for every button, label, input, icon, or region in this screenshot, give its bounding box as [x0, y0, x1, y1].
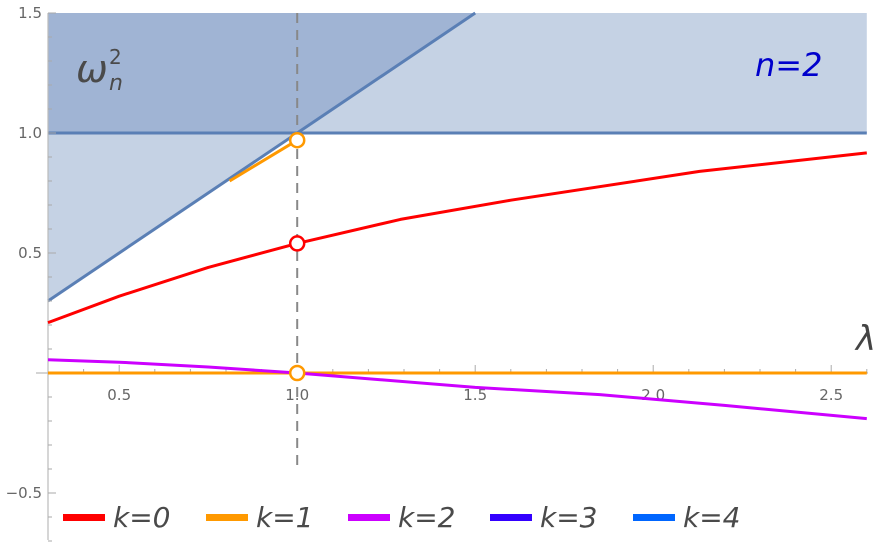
legend-label: k=1 — [256, 501, 314, 534]
legend-item: k=0 — [63, 501, 171, 534]
y-tick-label: 1.5 — [18, 4, 42, 22]
legend-item: k=1 — [206, 501, 314, 534]
data-series — [47, 138, 867, 421]
x-tick-label: 1.5 — [463, 386, 487, 404]
y-tick-label: 0.5 — [18, 244, 42, 262]
x-tick-label: 0.5 — [107, 386, 131, 404]
legend-label: k=4 — [683, 501, 741, 534]
shaded-region-dark — [48, 13, 476, 133]
legend-label: k=0 — [113, 501, 171, 534]
legend-swatch — [63, 514, 105, 521]
series-line-k-0 — [47, 151, 867, 325]
y-tick-label: 1.0 — [18, 124, 42, 142]
x-tick-label: 1.0 — [285, 386, 309, 404]
omega-subscript: n — [109, 71, 123, 96]
x-axis-label: λ — [854, 319, 876, 359]
legend-item: k=3 — [490, 501, 598, 534]
omega-superscript: 2 — [109, 45, 122, 69]
legend-swatch — [348, 514, 390, 521]
data-markers — [288, 131, 306, 382]
omega-symbol: ω — [76, 47, 108, 91]
open-circle-marker — [288, 235, 306, 252]
legend-swatch — [490, 514, 532, 521]
y-tick-label: −0.5 — [6, 484, 42, 502]
legend-swatch — [206, 514, 248, 521]
legend-label: k=3 — [540, 501, 598, 534]
legend-swatch — [633, 514, 675, 521]
open-circle-marker — [288, 364, 306, 382]
diagonal-line — [47, 11, 477, 303]
legend-item: k=4 — [633, 501, 741, 534]
shaded-regions — [48, 13, 867, 301]
legend-label: k=2 — [398, 501, 456, 534]
open-circle-marker — [288, 131, 306, 149]
legend-item: k=2 — [348, 501, 456, 534]
x-tick-label: 2.5 — [819, 386, 843, 404]
series-line-k-1 — [228, 138, 298, 183]
series-line-k-2 — [47, 358, 867, 421]
omega-annotation: ω 2 n — [76, 45, 123, 96]
n-equals-label: n=2 — [755, 46, 822, 84]
legend: k=0 k=1 k=2 k=3 k=4 — [63, 501, 741, 534]
